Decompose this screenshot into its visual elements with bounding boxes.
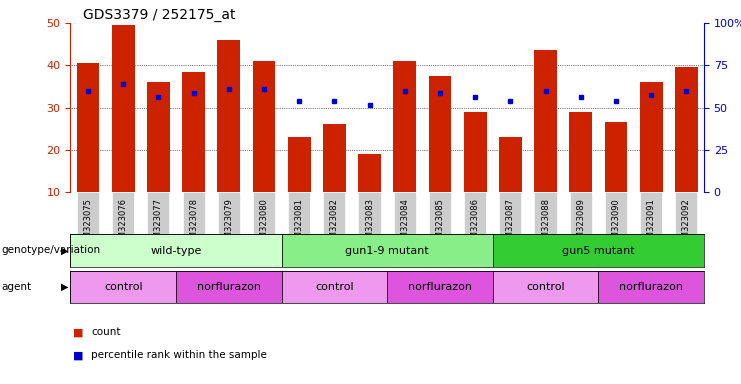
- Bar: [282, 234, 493, 267]
- Text: ▶: ▶: [61, 282, 68, 292]
- Bar: [675, 68, 698, 192]
- Bar: [598, 271, 704, 303]
- Bar: [605, 122, 628, 192]
- Bar: [323, 124, 346, 192]
- Bar: [282, 271, 387, 303]
- Bar: [493, 234, 704, 267]
- Bar: [70, 271, 176, 303]
- Text: ■: ■: [73, 350, 83, 360]
- Bar: [147, 82, 170, 192]
- Text: gun1-9 mutant: gun1-9 mutant: [345, 245, 429, 256]
- Text: control: control: [104, 282, 142, 292]
- Bar: [534, 50, 557, 192]
- Text: percentile rank within the sample: percentile rank within the sample: [91, 350, 267, 360]
- Bar: [639, 82, 662, 192]
- Bar: [464, 112, 487, 192]
- Bar: [358, 154, 381, 192]
- Text: ▶: ▶: [61, 245, 68, 255]
- Text: norflurazon: norflurazon: [619, 282, 683, 292]
- Bar: [493, 271, 598, 303]
- Bar: [387, 271, 493, 303]
- Text: GDS3379 / 252175_at: GDS3379 / 252175_at: [83, 8, 236, 22]
- Text: gun5 mutant: gun5 mutant: [562, 245, 635, 256]
- Text: control: control: [315, 282, 353, 292]
- Bar: [182, 71, 205, 192]
- Bar: [76, 63, 99, 192]
- Text: count: count: [91, 327, 121, 337]
- Bar: [176, 271, 282, 303]
- Bar: [428, 76, 451, 192]
- Bar: [217, 40, 240, 192]
- Bar: [253, 61, 276, 192]
- Text: wild-type: wild-type: [150, 245, 202, 256]
- Bar: [112, 25, 135, 192]
- Bar: [569, 112, 592, 192]
- Text: control: control: [526, 282, 565, 292]
- Text: norflurazon: norflurazon: [197, 282, 261, 292]
- Bar: [288, 137, 310, 192]
- Bar: [499, 137, 522, 192]
- Text: genotype/variation: genotype/variation: [1, 245, 101, 255]
- Text: norflurazon: norflurazon: [408, 282, 472, 292]
- Bar: [393, 61, 416, 192]
- Text: agent: agent: [1, 282, 32, 292]
- Bar: [70, 234, 282, 267]
- Text: ■: ■: [73, 327, 83, 337]
